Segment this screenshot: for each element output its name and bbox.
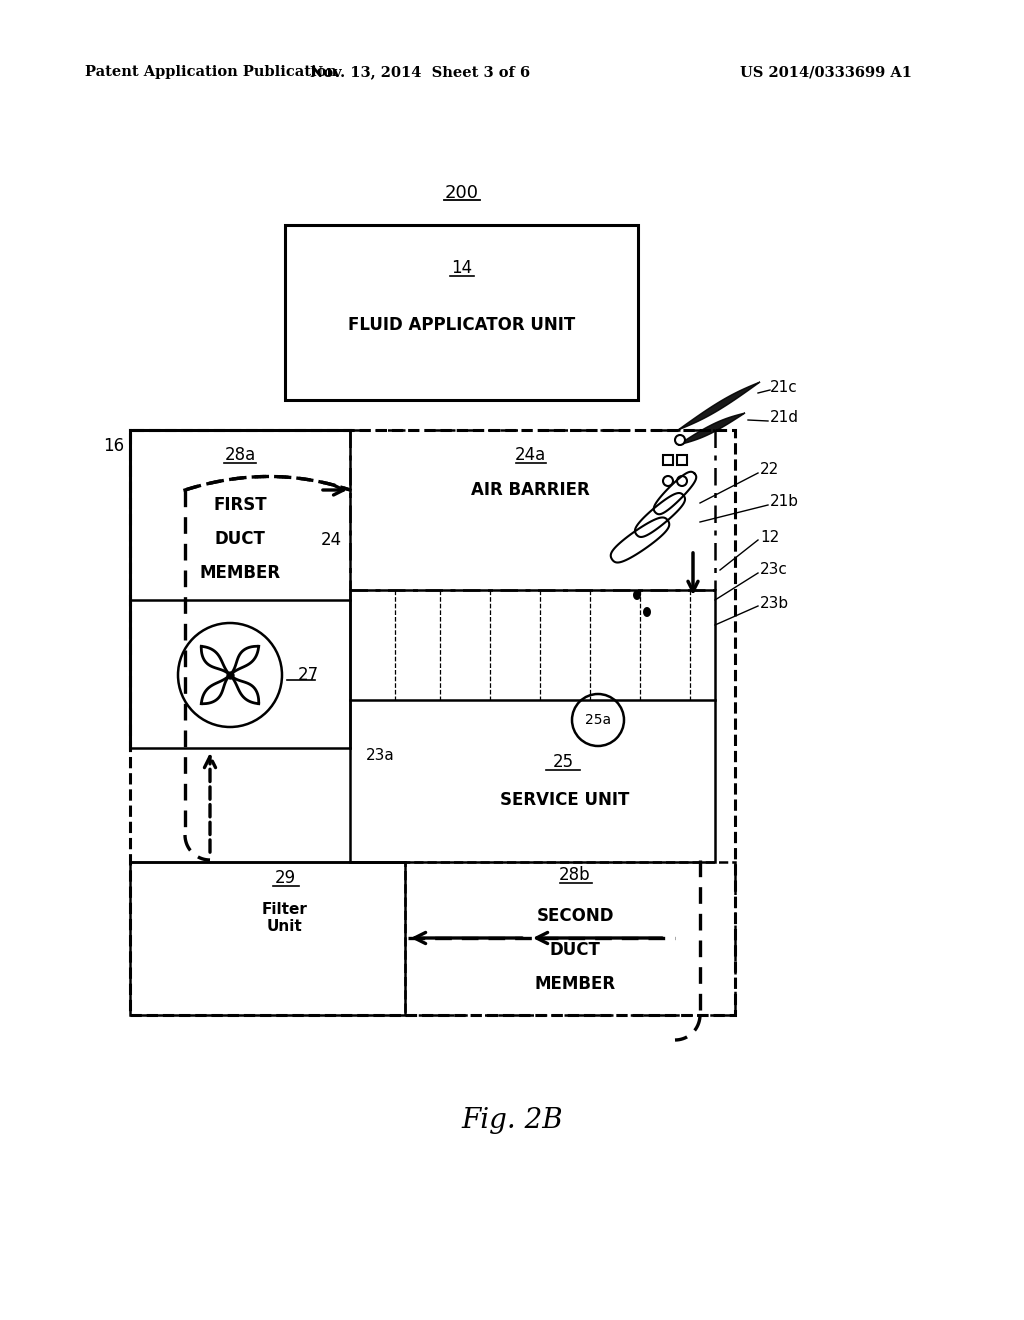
Text: SECOND: SECOND [537,907,613,925]
Text: MEMBER: MEMBER [535,975,615,993]
Text: US 2014/0333699 A1: US 2014/0333699 A1 [740,65,912,79]
Text: 23c: 23c [760,562,787,578]
Text: 200: 200 [444,183,478,202]
Polygon shape [633,590,641,601]
Text: DUCT: DUCT [550,941,600,960]
Text: 23b: 23b [760,595,790,610]
Text: DUCT: DUCT [215,531,265,548]
Text: 25a: 25a [585,713,611,727]
Text: FIRST: FIRST [213,496,267,513]
Text: Nov. 13, 2014  Sheet 3 of 6: Nov. 13, 2014 Sheet 3 of 6 [310,65,530,79]
Bar [130,862,406,1015]
Text: 21b: 21b [770,495,799,510]
Bar [350,590,715,862]
Text: MEMBER: MEMBER [200,564,281,582]
Text: 21d: 21d [770,411,799,425]
Bar [677,455,687,465]
Polygon shape [643,607,651,616]
Text: Filter
Unit: Filter Unit [262,902,308,935]
Bar [285,224,638,400]
Text: 24a: 24a [514,446,546,465]
Text: FLUID APPLICATOR UNIT: FLUID APPLICATOR UNIT [348,315,575,334]
Bar [406,862,735,1015]
Text: Patent Application Publication: Patent Application Publication [85,65,337,79]
Polygon shape [678,381,760,430]
Text: 23a: 23a [366,747,394,763]
Text: AIR BARRIER: AIR BARRIER [471,480,590,499]
Text: 25: 25 [552,752,573,771]
Text: 21c: 21c [770,380,798,395]
Text: 16: 16 [102,437,124,455]
Text: SERVICE UNIT: SERVICE UNIT [501,791,630,809]
Polygon shape [678,413,745,445]
Circle shape [675,436,685,445]
Bar [130,430,735,1015]
Text: 14: 14 [451,259,472,277]
Text: 27: 27 [298,667,319,684]
Text: 28a: 28a [224,446,256,465]
Text: 12: 12 [760,529,779,544]
Text: Fig. 2B: Fig. 2B [461,1106,563,1134]
Text: 24: 24 [321,531,342,549]
Text: 29: 29 [274,869,296,887]
Text: 22: 22 [760,462,779,478]
Bar [663,455,673,465]
Text: 28b: 28b [559,866,591,884]
